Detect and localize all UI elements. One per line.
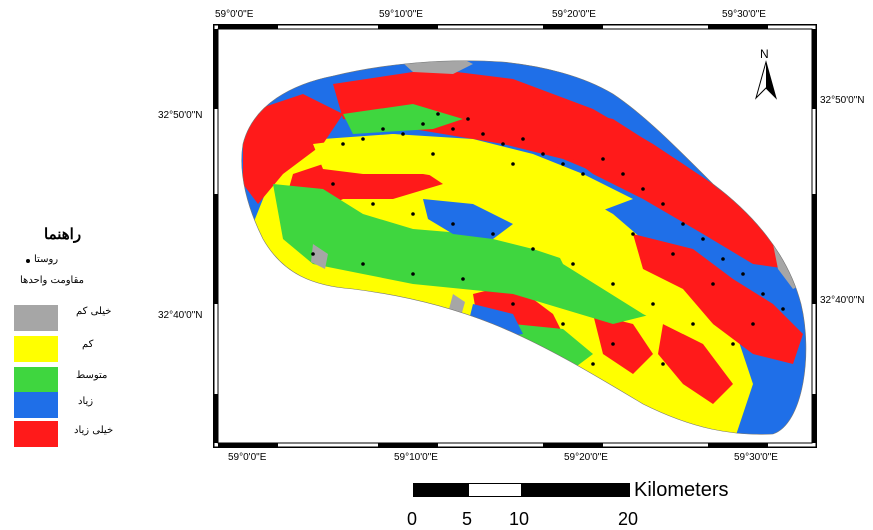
- top-lon-label-1: 59°0'0"E: [215, 9, 254, 20]
- legend-resistance-label: مقاومت واحدها: [20, 275, 85, 286]
- label-high: زیاد: [78, 396, 94, 407]
- scale-seg-2: [468, 483, 522, 497]
- label-very-high: خیلی زیاد: [74, 425, 114, 436]
- village-points: [311, 112, 785, 386]
- swatch-very-high: [14, 421, 58, 447]
- bottom-lon-label-1: 59°0'0"E: [228, 452, 267, 463]
- scale-unit: Kilometers: [634, 479, 729, 501]
- label-low: کم: [82, 339, 94, 350]
- right-lat-label-1: 32°50'0"N: [820, 95, 865, 106]
- village-dot-icon: [26, 259, 30, 263]
- left-lat-label-2: 32°40'0"N: [158, 310, 203, 321]
- scale-seg-3: [522, 483, 630, 497]
- scale-tick-10: 10: [509, 509, 530, 529]
- bottom-lon-label-4: 59°30'0"E: [734, 452, 778, 463]
- scale-tick-0: 0: [407, 509, 418, 529]
- swatch-high: [14, 392, 58, 418]
- scale-tick-5: 5: [462, 509, 473, 529]
- top-lon-label-3: 59°20'0"E: [552, 9, 596, 20]
- legend-title: راهنما: [44, 225, 82, 243]
- right-lat-label-2: 32°40'0"N: [820, 295, 865, 306]
- top-lon-label-4: 59°30'0"E: [722, 9, 766, 20]
- top-lon-label-2: 59°10'0"E: [379, 9, 423, 20]
- bottom-lon-label-3: 59°20'0"E: [564, 452, 608, 463]
- scale-seg-1: [413, 483, 468, 497]
- north-label: N: [760, 47, 769, 61]
- scale-tick-20: 20: [618, 509, 639, 529]
- north-arrow-icon: [755, 60, 777, 100]
- label-very-low: خیلی کم: [76, 306, 112, 317]
- map-frame: N: [213, 24, 817, 448]
- swatch-low: [14, 336, 58, 362]
- legend-village-label: روستا: [34, 254, 59, 265]
- left-lat-label-1: 32°50'0"N: [158, 110, 203, 121]
- neatline-ticks: [213, 24, 817, 448]
- swatch-very-low: [14, 305, 58, 331]
- label-medium: متوسط: [76, 370, 108, 381]
- swatch-medium: [14, 367, 58, 393]
- bottom-lon-label-2: 59°10'0"E: [394, 452, 438, 463]
